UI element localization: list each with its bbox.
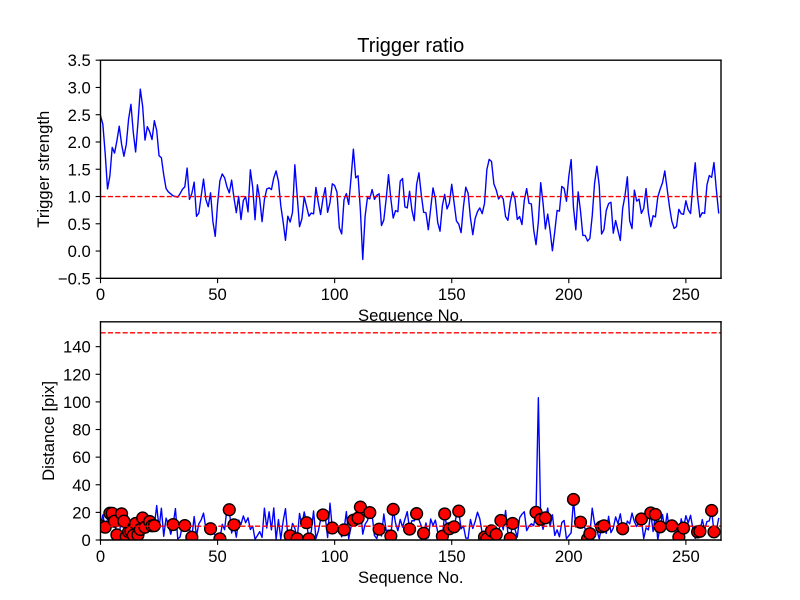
svg-text:250: 250 [672, 285, 700, 304]
svg-text:3.0: 3.0 [68, 79, 91, 98]
svg-text:0.0: 0.0 [68, 242, 91, 261]
svg-text:100: 100 [321, 285, 349, 304]
svg-text:200: 200 [555, 285, 583, 304]
svg-text:60: 60 [72, 448, 91, 467]
svg-text:250: 250 [672, 547, 700, 566]
svg-text:140: 140 [63, 338, 91, 357]
svg-text:2.0: 2.0 [68, 133, 91, 152]
svg-text:200: 200 [555, 547, 583, 566]
svg-text:0.5: 0.5 [68, 215, 91, 234]
svg-text:2.5: 2.5 [68, 106, 91, 125]
svg-text:Trigger strength: Trigger strength [34, 111, 53, 228]
svg-text:150: 150 [438, 547, 466, 566]
svg-text:80: 80 [72, 421, 91, 440]
svg-text:150: 150 [438, 285, 466, 304]
svg-text:3.5: 3.5 [68, 51, 91, 70]
svg-text:0: 0 [96, 547, 105, 566]
svg-text:120: 120 [63, 365, 91, 384]
svg-text:100: 100 [321, 547, 349, 566]
svg-text:100: 100 [63, 393, 91, 412]
svg-text:1.0: 1.0 [68, 188, 91, 207]
svg-text:20: 20 [72, 503, 91, 522]
svg-text:Distance [pix]: Distance [pix] [39, 381, 58, 481]
svg-text:1.5: 1.5 [68, 160, 91, 179]
svg-text:50: 50 [208, 547, 227, 566]
svg-text:50: 50 [208, 285, 227, 304]
svg-text:0: 0 [82, 531, 91, 550]
svg-text:Trigger ratio: Trigger ratio [357, 35, 464, 57]
svg-text:−0.5: −0.5 [58, 269, 91, 288]
svg-text:0: 0 [96, 285, 105, 304]
svg-text:Sequence No.: Sequence No. [358, 568, 464, 587]
svg-text:40: 40 [72, 476, 91, 495]
